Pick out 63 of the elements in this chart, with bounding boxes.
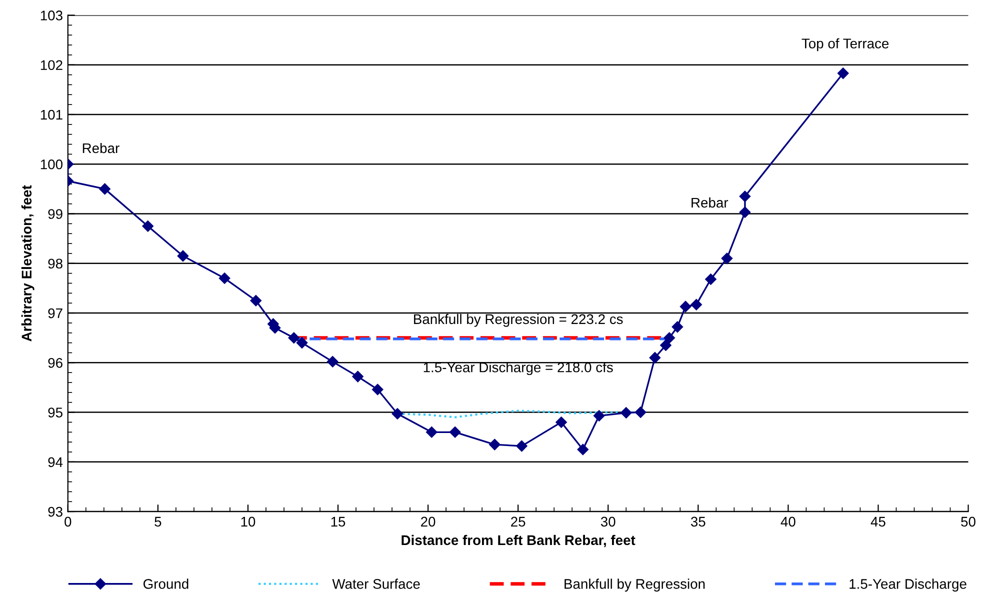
x-tick-label: 45 xyxy=(870,516,886,527)
annotation: Rebar xyxy=(692,197,728,208)
point xyxy=(620,407,632,418)
point xyxy=(690,298,702,310)
y-tick-label: 102 xyxy=(40,60,62,70)
point xyxy=(634,406,646,418)
y-tick-label: 100 xyxy=(40,159,62,170)
y-tick-label: 98 xyxy=(48,258,62,269)
point xyxy=(556,416,567,428)
x-tick-label: 20 xyxy=(421,516,436,527)
annotation: Top of Terrace xyxy=(802,38,889,52)
point xyxy=(649,352,661,364)
y-tick-label: 94 xyxy=(48,457,63,468)
y-axis-title: Arbitrary Elevation, feet xyxy=(21,185,34,342)
x-axis-title: Distance from Left Bank Rebar, feet xyxy=(402,534,636,548)
point xyxy=(142,220,154,232)
x-tick-label: 0 xyxy=(64,516,72,527)
point xyxy=(372,384,384,396)
point xyxy=(99,183,110,195)
annotation: Rebar xyxy=(82,142,120,154)
x-tick-label: 25 xyxy=(511,516,526,527)
point xyxy=(218,272,230,284)
x-tick-label: 5 xyxy=(154,516,162,527)
point xyxy=(489,438,500,450)
point xyxy=(577,444,589,456)
y-tick-label: 95 xyxy=(48,408,62,418)
point xyxy=(672,321,684,333)
point xyxy=(326,356,338,368)
y-tick-label: 101 xyxy=(40,110,62,120)
point xyxy=(680,300,692,312)
point xyxy=(352,370,364,382)
x-tick-label: 15 xyxy=(331,516,346,527)
point xyxy=(838,68,849,79)
point xyxy=(392,408,404,420)
point xyxy=(594,410,605,422)
point xyxy=(516,440,528,452)
point xyxy=(739,190,751,202)
point xyxy=(250,295,262,306)
legend-label: Bankfull by Regression xyxy=(564,578,705,592)
y-tick-label: 93 xyxy=(48,506,62,517)
x-tick-label: 30 xyxy=(600,516,616,527)
x-tick-label: 40 xyxy=(780,516,796,527)
annotation: Bankfull by Regression = 223.2 cs xyxy=(414,314,623,327)
x-tick-label: 50 xyxy=(961,516,976,527)
point xyxy=(739,206,751,218)
point xyxy=(721,252,733,264)
point xyxy=(705,274,716,285)
legend-label: Water Surface xyxy=(332,578,420,589)
legend-label: 1.5-Year Discharge xyxy=(850,578,966,592)
y-tick-label: 99 xyxy=(48,209,62,219)
point xyxy=(449,426,461,438)
point xyxy=(177,250,189,262)
point xyxy=(288,332,300,344)
point xyxy=(426,426,438,438)
y-tick-label: 103 xyxy=(40,10,62,20)
point xyxy=(660,340,672,351)
y-tick-label: 97 xyxy=(48,308,62,318)
point xyxy=(664,332,675,344)
legend-label: Ground xyxy=(144,578,188,589)
y-tick-label: 96 xyxy=(48,358,62,368)
x-tick-label: 10 xyxy=(241,516,256,527)
x-tick-label: 35 xyxy=(690,516,706,527)
point xyxy=(296,337,308,348)
